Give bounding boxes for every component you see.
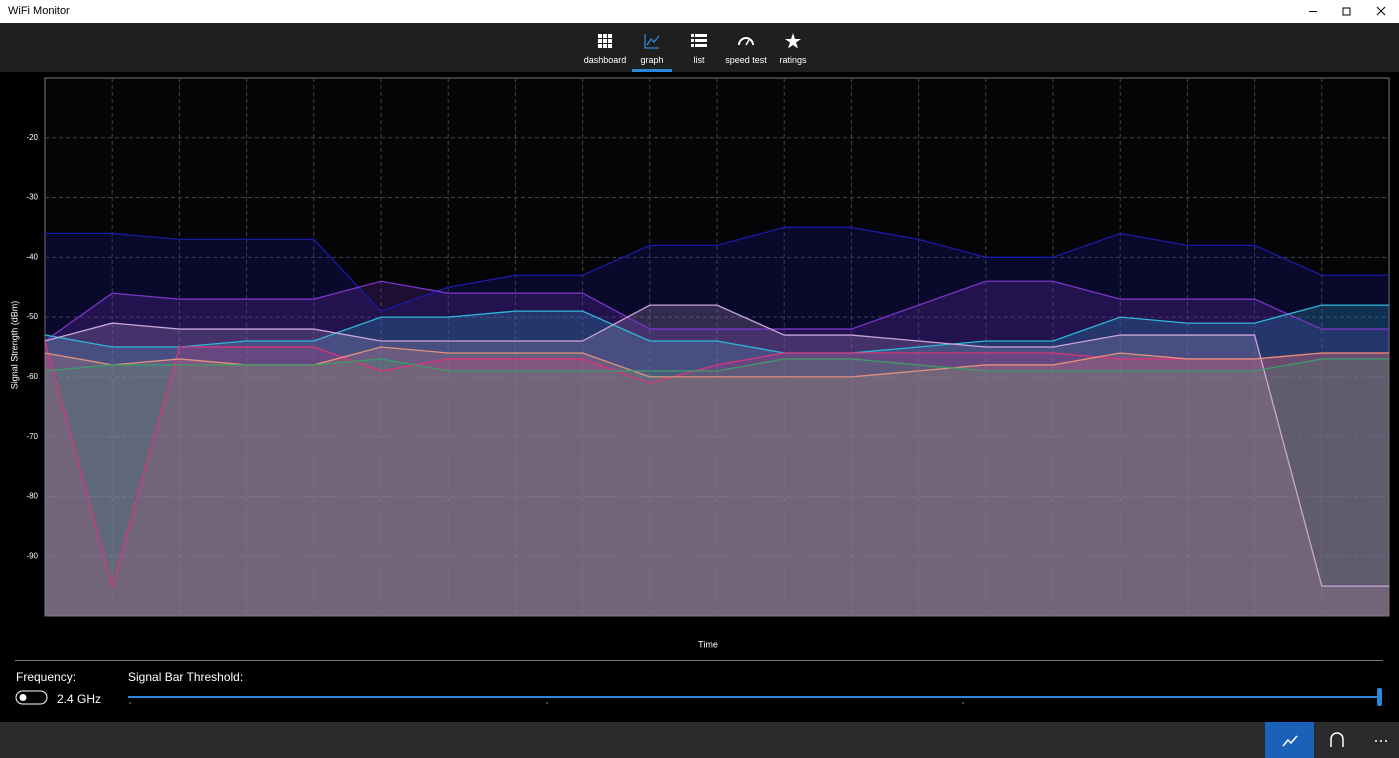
command-buttons[interactable] <box>1263 722 1399 758</box>
series-line <box>44 280 1389 342</box>
nav-list[interactable]: list <box>669 23 729 72</box>
y-axis-label: Signal Strength (dBm) <box>9 301 19 390</box>
series-line <box>45 226 1389 312</box>
y-tick-label: -50 <box>26 312 38 321</box>
icon <box>785 33 801 49</box>
nav-graph[interactable]: graph <box>622 23 682 72</box>
icon <box>738 37 754 46</box>
nav-label: dashboard <box>583 55 627 65</box>
y-tick-label: -20 <box>26 133 38 142</box>
nav-speed-test[interactable]: speed test <box>716 23 776 72</box>
nav-label: ratings <box>779 55 807 65</box>
selected-indicator <box>632 69 672 72</box>
y-tick-label: -60 <box>26 372 38 381</box>
icon <box>644 34 660 49</box>
y-tick-label: -90 <box>26 551 38 560</box>
frequency-toggle[interactable] <box>15 690 49 706</box>
command-bar <box>0 722 1399 758</box>
series-line <box>44 304 1389 354</box>
frequency-value: 2.4 GHz <box>57 692 102 706</box>
series-area <box>45 305 1389 616</box>
y-tick-label: -70 <box>26 432 38 441</box>
icon <box>691 34 707 47</box>
nav-label: speed test <box>725 55 767 65</box>
series-area <box>45 227 1389 616</box>
series-area <box>45 341 1389 616</box>
icon <box>598 34 612 48</box>
frequency-label: Frequency: <box>16 670 77 684</box>
nav-bar: dashboard graph list speed test ratings <box>0 23 1399 72</box>
y-tick-label: -40 <box>26 252 38 261</box>
x-axis-label: Time <box>698 639 718 649</box>
nav-dashboard[interactable]: dashboard <box>575 23 635 72</box>
series-area <box>45 305 1389 616</box>
threshold-slider[interactable] <box>126 685 1386 715</box>
series-line <box>44 358 1389 372</box>
nav-ratings[interactable]: ratings <box>763 23 823 72</box>
title-bar: WiFi Monitor <box>0 0 1399 23</box>
nav-label: list <box>693 55 705 65</box>
threshold-label: Signal Bar Threshold: <box>128 670 244 684</box>
controls: Frequency: 2.4 GHz Signal Bar Threshold: <box>0 650 1399 722</box>
divider <box>15 660 1383 661</box>
series-line <box>44 304 1389 587</box>
series-area <box>45 347 1389 616</box>
window-title: WiFi Monitor <box>8 5 70 17</box>
chart: Signal Strength (dBm) Time -20 -30 -40 -50 -… <box>9 77 1390 649</box>
y-tick-label: -80 <box>26 492 38 501</box>
y-tick-label: -30 <box>26 193 38 202</box>
window-controls[interactable] <box>1279 0 1399 23</box>
series-area <box>45 358 1389 616</box>
nav-label: graph <box>640 55 664 65</box>
series-line <box>44 340 1389 589</box>
